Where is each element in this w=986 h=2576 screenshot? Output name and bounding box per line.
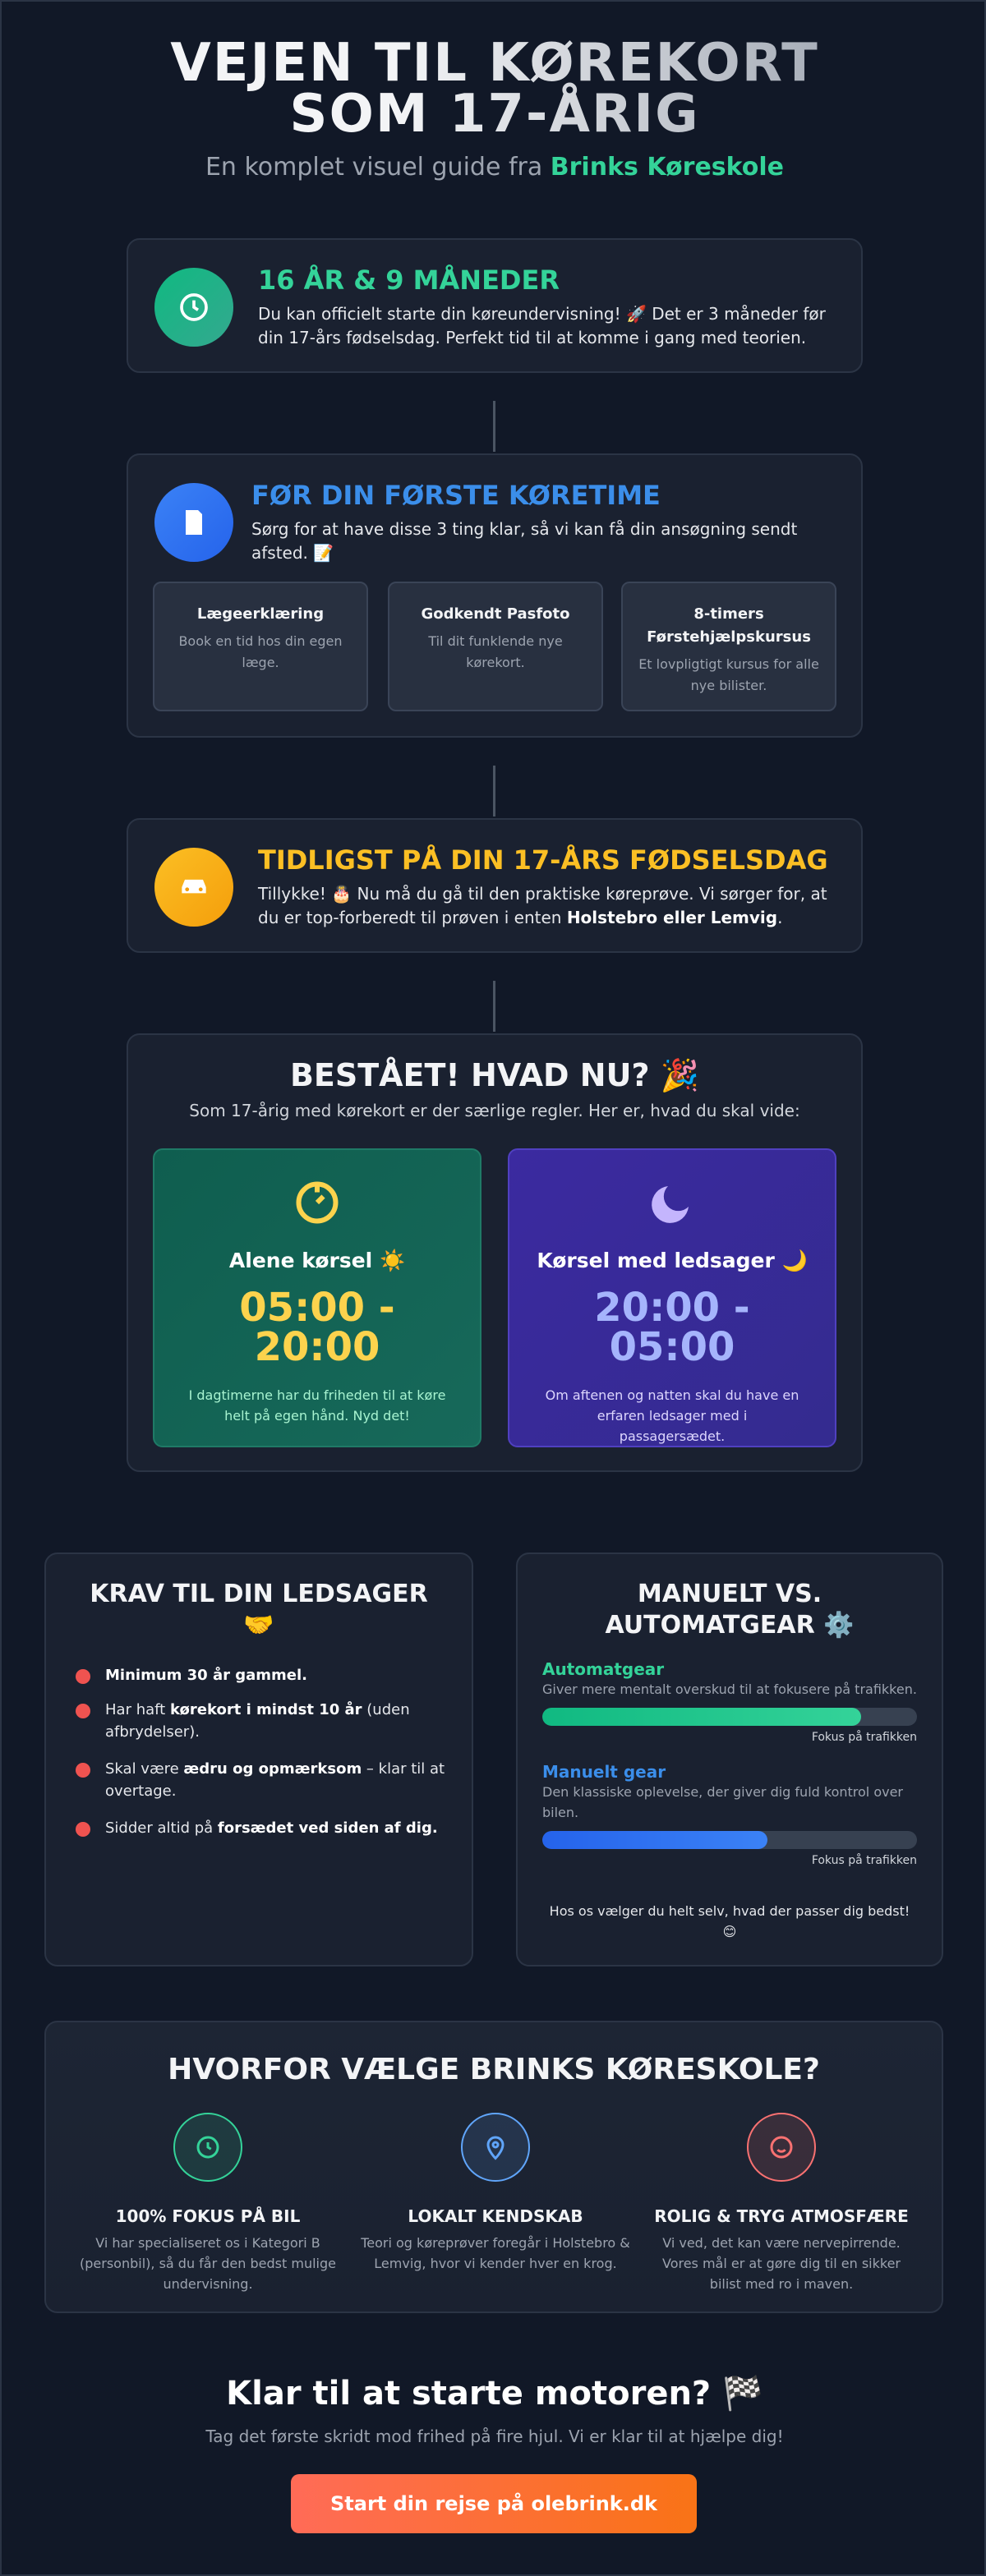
text-segment: – klar til at overtage. [105,1760,445,1800]
step-text: Tillykke! 🎂 Nu må du gå til den praktisk… [258,882,833,930]
rule-text: Om aftenen og natten skal du have en erf… [545,1387,799,1444]
connector [493,981,495,1032]
connector [493,401,495,452]
why-text: Vi ved, det kan være nervepirrende. Vore… [661,2235,901,2292]
bold-text: Minimum 30 år gammel. [105,1667,308,1684]
step-card: TIDLIGST PÅ DIN 17-ÅRS FØDSELSDAG Tillyk… [127,818,863,953]
bar [542,1831,767,1849]
section-title: HVORFOR VÆLGE BRINKS KØRESKOLE? [168,2053,820,2086]
item-title: Godkendt Pasfoto [421,605,570,623]
bullet [76,1822,90,1837]
cta-title: Klar til at starte motoren? 🏁 [226,2375,763,2413]
rule-title: Kørsel med ledsager 🌙 [537,1249,808,1272]
bullet [76,1763,90,1778]
why-icon [173,2113,242,2182]
text-segment: Du kan officielt starte din køreundervis… [258,304,826,347]
checklist-item: 8-timers Førstehjælpskursus Et lovpligtig… [621,582,836,711]
gear-name: Automatgear [542,1659,665,1679]
gear-text: Giver mere mentalt overskud til at fokus… [542,1681,917,1697]
gear-options: Automatgear Giver mere mentalt overskud t… [542,1659,917,1885]
requirement: Skal være ædru og opmærksom – klar til a… [71,1758,447,1802]
section-title: KRAV TIL DIN LEDSAGER 🤝 [90,1580,428,1640]
rule-box: Kørsel med ledsager 🌙 20:00 - 05:00 Om a… [508,1148,836,1447]
passed-card: BESTÅET! HVAD NU? 🎉 Som 17-årig med køre… [127,1033,863,1472]
why-title: LOKALT KENDSKAB [408,2206,583,2226]
gear-name: Manuelt gear [542,1762,666,1782]
text-segment: Har haft [105,1701,170,1718]
gear-option: Automatgear Giver mere mentalt overskud t… [542,1659,917,1744]
bar-track [542,1831,917,1849]
bold-text: kørekort i mindst 10 år [169,1701,362,1718]
item-text: Book en tid hos din egen læge. [178,633,343,670]
requirement: Minimum 30 år gammel. [71,1664,447,1686]
rule-time: 20:00 - 05:00 [594,1285,750,1370]
gear-note: Hos os vælger du helt selv, hvad der pas… [549,1903,910,1939]
step-card: FØR DIN FØRSTE KØRETIME Sørg for at have… [127,453,863,738]
text-segment: Tillykke! 🎂 Nu må du gå til den praktisk… [258,884,827,927]
item-title: Lægeerklæring [196,605,325,623]
step-card: 16 ÅR & 9 MÅNEDER Du kan officielt start… [127,238,863,373]
text-segment: . [777,908,783,927]
why-icon [461,2113,530,2182]
brand: Brinks Køreskole [550,153,785,182]
bar-track [542,1708,917,1726]
gear-text: Den klassiske oplevelse, der giver dig f… [542,1784,903,1820]
step-text: Du kan officielt starte din køreundervis… [258,302,833,350]
why-item: ROLIG & TRYG ATMOSFÆRE Vi ved, det kan væ… [646,2113,917,2294]
subtitle: En komplet visuel guide fra Brinks Køres… [2,153,984,182]
why-icon [747,2113,816,2182]
item-title: 8-timers Førstehjælpskursus [647,605,811,646]
why-text: Teori og køreprøver foregår i Holstebro … [361,2235,630,2271]
cta-button[interactable]: Start din rejse på olebrink.dk [291,2474,697,2533]
connector [493,766,495,816]
page-title: VEJEN TIL KØREKORT SOM 17-ÅRIG [2,37,984,140]
bold-text: ædru og opmærksom [183,1760,362,1778]
item-text: Til dit funklende nye kørekort. [428,633,563,670]
step-title: FØR DIN FØRSTE KØRETIME [251,480,661,511]
cta-subtitle: Tag det første skridt mod frihed på fire… [205,2426,784,2446]
bold-text: Holstebro eller Lemvig [566,908,778,927]
step-title: 16 ÅR & 9 MÅNEDER [258,264,560,296]
gear-option: Manuelt gear Den klassiske oplevelse, der… [542,1762,917,1867]
bullet [76,1704,90,1718]
rule-box: Alene kørsel ☀️ 05:00 - 20:00 I dagtimer… [153,1148,481,1447]
checklist-item: Lægeerklæring Book en tid hos din egen læ… [153,582,368,711]
section-title: BESTÅET! HVAD NU? 🎉 [289,1057,700,1093]
step-text: Sørg for at have disse 3 ting klar, så v… [251,518,827,565]
bullet [76,1669,90,1684]
text-segment: Sidder altid på [105,1819,218,1837]
why-item: 100% FOKUS PÅ BIL Vi har specialiseret os… [72,2113,343,2294]
why-item: LOKALT KENDSKAB Teori og køreprøver foreg… [360,2113,631,2274]
companion-card: KRAV TIL DIN LEDSAGER 🤝 Minimum 30 år ga… [44,1552,473,1966]
rule-time: 05:00 - 20:00 [239,1285,395,1370]
bar [542,1708,861,1726]
requirement: Sidder altid på forsædet ved siden af di… [71,1817,447,1839]
checklist-item: Godkendt Pasfoto Til dit funklende nye kø… [388,582,603,711]
section-title: MANUELT VS. AUTOMATGEAR ⚙️ [605,1580,855,1640]
step-icon [154,483,233,562]
why-title: ROLIG & TRYG ATMOSFÆRE [654,2206,909,2226]
text-segment: Sørg for at have disse 3 ting klar, så v… [251,519,798,563]
bold-text: forsædet ved siden af dig. [217,1819,438,1837]
requirement: Har haft kørekort i mindst 10 år (uden a… [71,1699,447,1743]
why-card: HVORFOR VÆLGE BRINKS KØRESKOLE? 100% FOK… [44,2021,943,2313]
gear-card: MANUELT VS. AUTOMATGEAR ⚙️ Automatgear Gi… [516,1552,943,1966]
step-icon [154,848,233,927]
why-text: Vi har specialiseret os i Kategori B (pe… [80,2235,336,2292]
bar-label: Fokus på trafikken [811,1854,917,1867]
section-subtitle: Som 17-årig med kørekort er der særlige … [189,1101,800,1120]
rule-title: Alene kørsel ☀️ [228,1249,406,1272]
subtitle-text: En komplet visuel guide fra [205,153,551,182]
bar-label: Fokus på trafikken [811,1731,917,1744]
rule-text: I dagtimerne har du friheden til at køre… [188,1387,446,1424]
text-segment: (uden afbrydelser). [105,1701,410,1741]
step-icon [154,268,233,347]
text-segment: Skal være [105,1760,184,1778]
why-title: 100% FOKUS PÅ BIL [115,2206,301,2226]
step-title: TIDLIGST PÅ DIN 17-ÅRS FØDSELSDAG [258,844,828,876]
item-text: Et lovpligtigt kursus for alle nye bilis… [638,656,819,693]
